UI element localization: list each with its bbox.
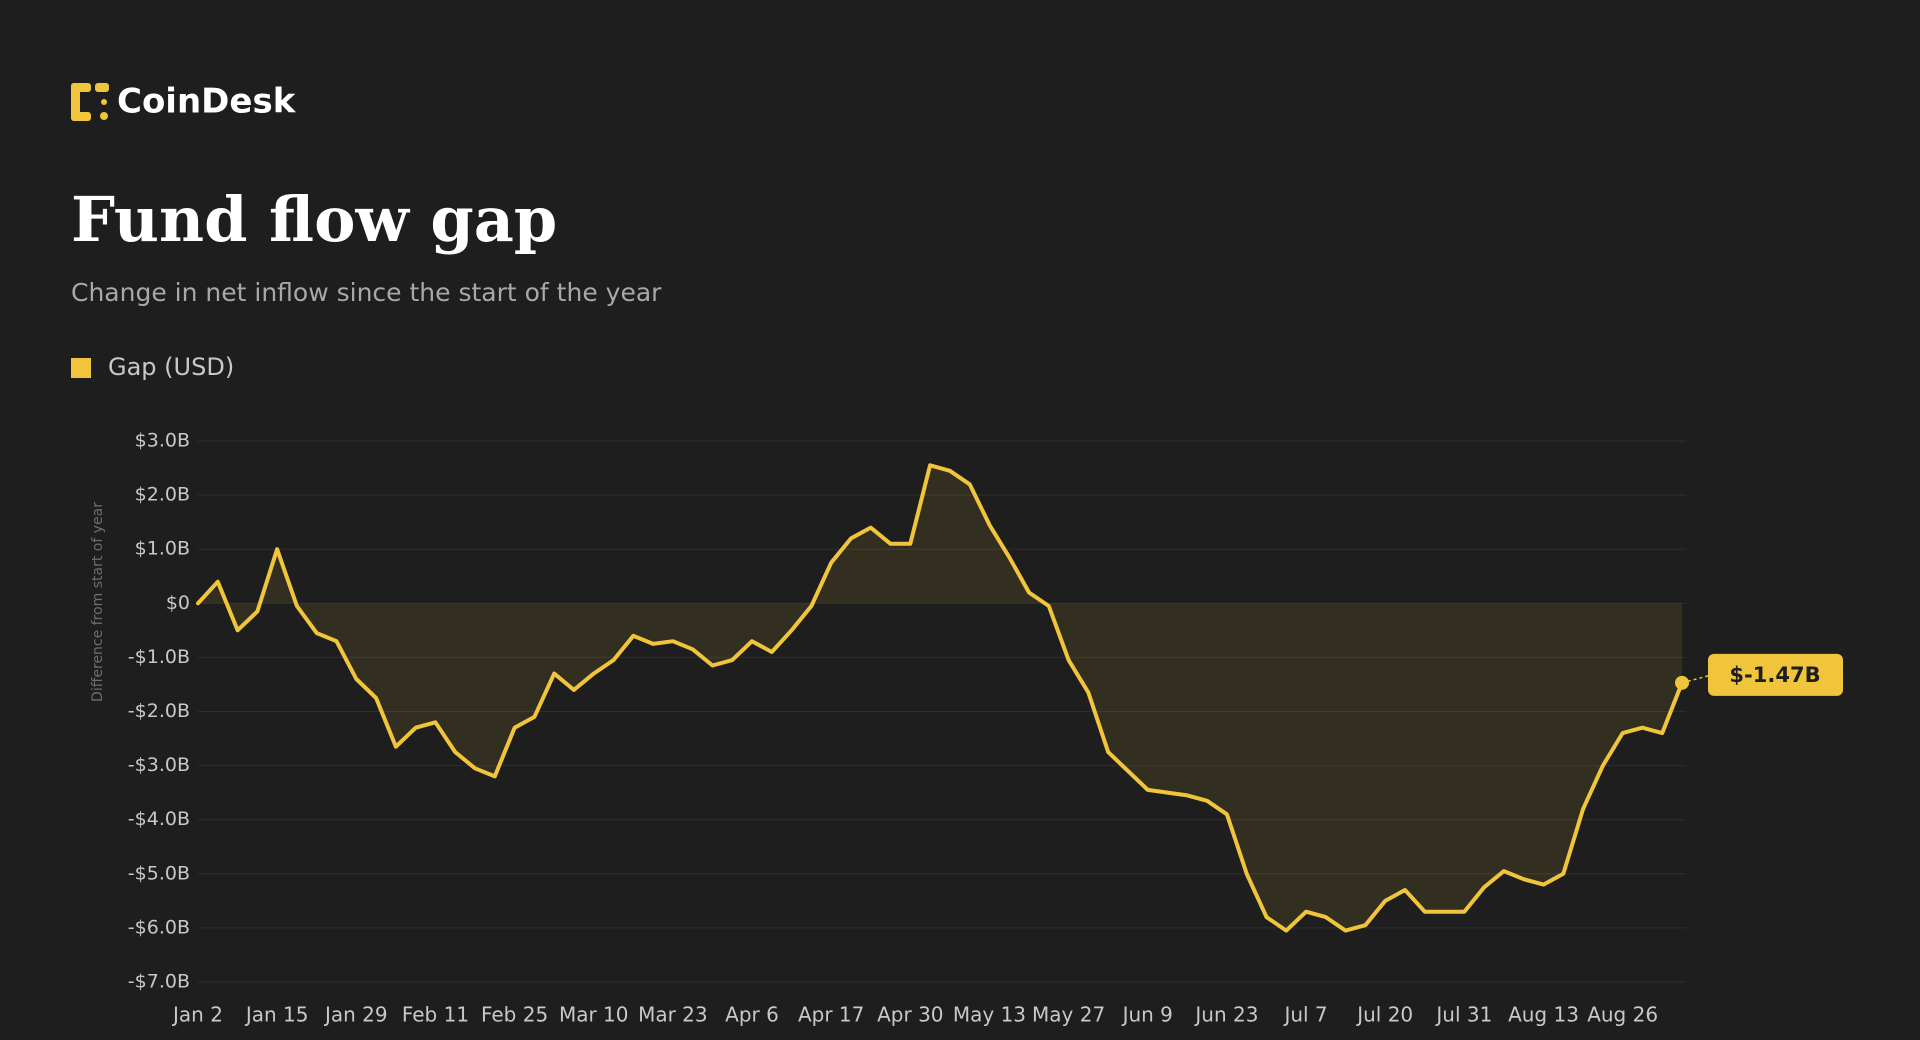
y-tick-label: $0 [166,592,190,614]
end-point [1675,675,1689,690]
x-tick-label: May 27 [1032,1003,1105,1027]
y-tick-label: $3.0B [135,430,190,452]
x-tick-label: Feb 11 [402,1003,469,1027]
x-tick-label: Jan 29 [323,1003,388,1027]
value-label-box [1708,653,1843,696]
label-connector [1681,674,1713,684]
x-tick-label: May 13 [953,1003,1026,1027]
x-tick-label: Aug 26 [1587,1003,1658,1027]
x-tick-label: Jun 23 [1193,1003,1258,1027]
legend-swatch [71,358,91,378]
chart-title: Fund flow gap [71,183,557,256]
chart-subtitle: Change in net inflow since the start of … [71,278,662,307]
x-tick-label: Apr 30 [877,1003,943,1027]
x-tick-label: Mar 10 [559,1003,629,1027]
brand: CoinDesk [117,82,297,122]
y-tick-label: -$4.0B [128,808,190,830]
x-tick-label: Apr 17 [798,1003,864,1027]
x-tick-label: Jan 15 [244,1003,309,1027]
legend-label: Gap (USD) [108,353,234,381]
x-tick-label: Mar 23 [638,1003,708,1027]
y-tick-label: -$2.0B [128,700,190,722]
y-tick-label: -$5.0B [128,862,190,884]
y-tick-label: -$7.0B [128,971,190,993]
y-axis-title: Difference from start of year [90,502,106,702]
y-tick-label: $1.0B [135,538,190,560]
area-fill [198,465,1682,931]
x-tick-label: Feb 25 [481,1003,548,1027]
y-tick-label: -$3.0B [128,754,190,776]
value-label: $-1.47B [1729,663,1820,687]
x-tick-label: Jul 31 [1434,1003,1492,1027]
line [196,463,1684,933]
x-tick-label: Jul 20 [1355,1003,1413,1027]
y-tick-label: $2.0B [135,484,190,506]
x-tick-label: Apr 6 [725,1003,779,1027]
y-tick-label: -$1.0B [128,646,190,668]
logo-icon [71,83,109,121]
x-tick-label: Jun 9 [1121,1003,1173,1027]
y-tick-label: -$6.0B [128,916,190,938]
x-tick-label: Jul 7 [1282,1003,1327,1027]
x-tick-label: Aug 13 [1508,1003,1579,1027]
x-tick-label: Jan 2 [171,1003,223,1027]
